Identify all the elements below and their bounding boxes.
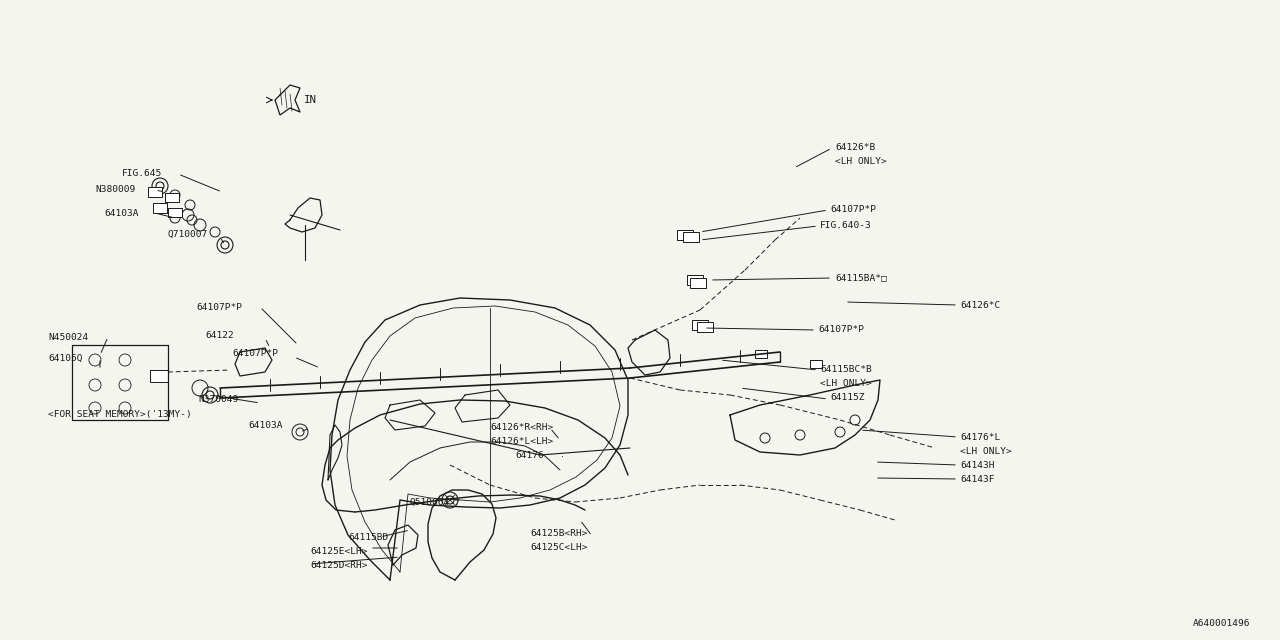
Text: 64176*L: 64176*L: [960, 433, 1000, 442]
Text: 64107P*P: 64107P*P: [829, 205, 876, 214]
Text: 64176: 64176: [515, 451, 544, 460]
Text: 64122: 64122: [205, 330, 234, 339]
Text: A640001496: A640001496: [1193, 619, 1251, 628]
Bar: [692, 320, 708, 330]
Text: 64103A: 64103A: [248, 422, 283, 431]
Bar: [684, 232, 699, 242]
Text: Q510064: Q510064: [410, 497, 451, 506]
Text: 64126*L<LH>: 64126*L<LH>: [490, 436, 553, 445]
Text: 64115BD: 64115BD: [348, 532, 388, 541]
Text: N450024: N450024: [49, 333, 88, 342]
Text: 64115BA*□: 64115BA*□: [835, 273, 887, 282]
Bar: [148, 187, 163, 197]
Bar: [165, 193, 179, 202]
Text: 64125B<RH>: 64125B<RH>: [530, 529, 588, 538]
Text: <LH ONLY>: <LH ONLY>: [835, 157, 887, 166]
Bar: [154, 203, 166, 213]
Text: 64143H: 64143H: [960, 461, 995, 470]
Text: 64103A: 64103A: [104, 209, 138, 218]
Text: 64125C<LH>: 64125C<LH>: [530, 543, 588, 552]
Bar: [755, 350, 767, 358]
Text: IN: IN: [305, 95, 317, 105]
Bar: [168, 208, 182, 217]
Text: 64126*R<RH>: 64126*R<RH>: [490, 422, 553, 431]
Text: 64107P*P: 64107P*P: [818, 326, 864, 335]
Text: Q710007: Q710007: [168, 230, 209, 239]
Text: 64107P*P: 64107P*P: [196, 303, 242, 312]
Text: 64115BC*B: 64115BC*B: [820, 365, 872, 374]
Text: N380009: N380009: [95, 184, 136, 193]
Text: 64126*B: 64126*B: [835, 143, 876, 152]
Text: 64105Q: 64105Q: [49, 353, 82, 362]
Bar: [690, 278, 707, 288]
Text: <LH ONLY>: <LH ONLY>: [820, 380, 872, 388]
Bar: [677, 230, 692, 240]
Text: FIG.640-3: FIG.640-3: [820, 221, 872, 230]
Bar: [687, 275, 703, 285]
Bar: [150, 370, 168, 382]
Text: 64125D<RH>: 64125D<RH>: [310, 561, 367, 570]
Text: FIG.645: FIG.645: [122, 170, 163, 179]
Text: <FOR SEAT MEMORY>('13MY-): <FOR SEAT MEMORY>('13MY-): [49, 410, 192, 419]
Text: 64143F: 64143F: [960, 474, 995, 483]
Text: 64107P*P: 64107P*P: [232, 349, 278, 358]
Text: <LH ONLY>: <LH ONLY>: [960, 447, 1011, 456]
Text: 64126*C: 64126*C: [960, 301, 1000, 310]
Bar: [698, 322, 713, 332]
Bar: [810, 360, 822, 368]
Text: N370049: N370049: [198, 396, 238, 404]
Text: 64115Z: 64115Z: [829, 394, 864, 403]
Text: 64125E<LH>: 64125E<LH>: [310, 547, 367, 556]
